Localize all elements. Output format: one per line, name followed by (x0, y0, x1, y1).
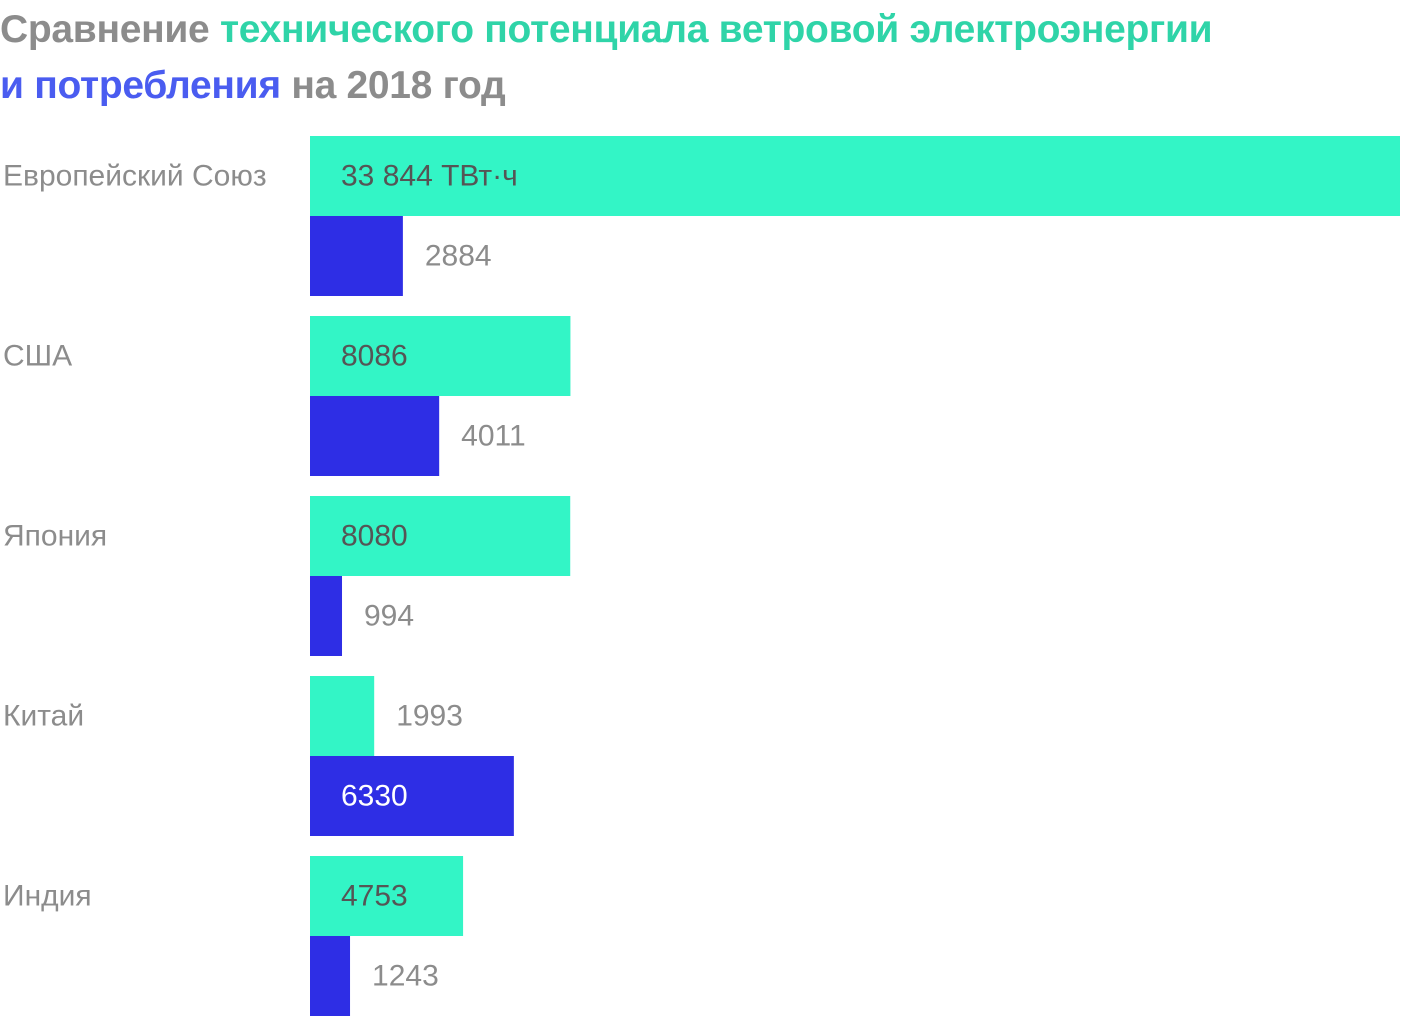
category-label: Китай (3, 700, 84, 733)
potential-bar (310, 136, 1400, 216)
consumption-bar (310, 936, 351, 1016)
potential-value-label: 8086 (341, 340, 408, 373)
consumption-value-label: 1243 (372, 960, 439, 993)
potential-bar (310, 496, 571, 576)
category-label: Япония (3, 520, 107, 553)
consumption-bar (310, 216, 403, 296)
potential-bar (310, 856, 464, 936)
potential-value-label: 4753 (341, 880, 408, 913)
consumption-bar (310, 576, 343, 656)
consumption-value-label: 994 (364, 600, 414, 633)
consumption-value-label: 2884 (425, 240, 492, 273)
potential-value-label: 8080 (341, 520, 408, 553)
consumption-value-label: 4011 (461, 420, 526, 453)
potential-bar (310, 676, 375, 756)
labels-group: Европейский Союз 33 844 ТВт·ч 2884 США 8086 4… (3, 160, 526, 993)
category-label: Европейский Союз (3, 160, 267, 193)
potential-value-label: 1993 (396, 700, 463, 733)
potential-value-label: 33 844 ТВт·ч (341, 160, 518, 193)
potential-bar (310, 316, 571, 396)
consumption-value-label: 6330 (341, 780, 408, 813)
title-part-comparison: Сравнение (0, 8, 220, 51)
category-label: Индия (3, 880, 92, 913)
category-label: США (3, 340, 72, 373)
consumption-bar (310, 396, 440, 476)
title-part-consumption: и потребления (0, 64, 281, 107)
consumption-bar (310, 756, 514, 836)
title-part-year: на 2018 год (280, 64, 506, 107)
title-part-potential: технического потенциала ветровой электро… (219, 8, 1213, 51)
bars-group (310, 136, 1400, 1016)
chart-title: Сравнение технического потенциала ветров… (0, 2, 1401, 114)
